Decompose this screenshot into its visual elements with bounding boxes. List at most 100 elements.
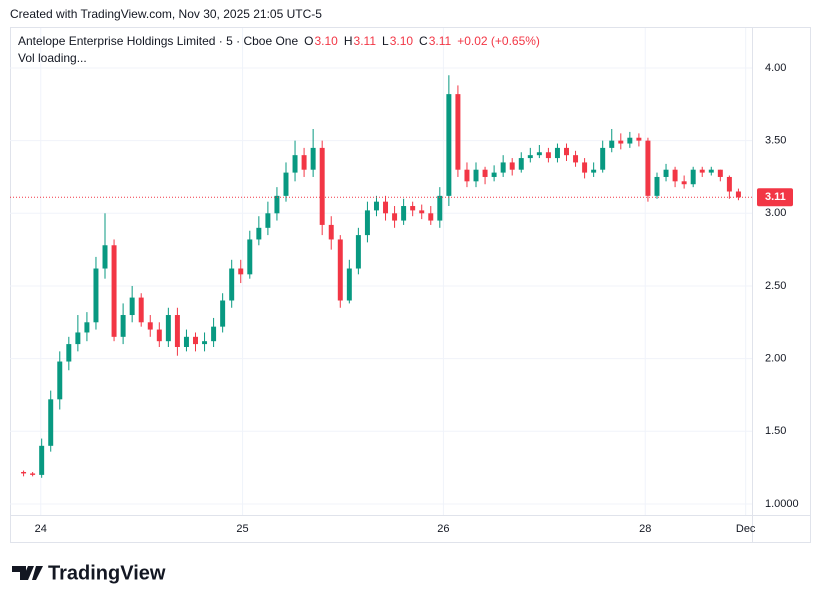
chart-frame — [10, 27, 811, 543]
candle-body — [681, 181, 687, 185]
candle-body — [21, 471, 27, 474]
candle-body — [66, 344, 72, 362]
candle-body — [690, 169, 696, 185]
candle-body — [193, 336, 198, 345]
candle-body — [491, 172, 497, 177]
y-tick-label: 2.00 — [765, 353, 786, 365]
candle-body — [292, 155, 298, 173]
legend: Antelope Enterprise Holdings Limited · 5… — [18, 34, 540, 48]
last-price-box — [757, 188, 793, 207]
ohlc-value: 3.11 — [429, 34, 452, 48]
x-tick-label: 26 — [437, 523, 449, 535]
candle-body — [545, 152, 551, 159]
candle-body — [654, 176, 660, 196]
candle-body — [247, 239, 253, 275]
candle-body — [473, 169, 479, 182]
candle-body — [238, 268, 244, 275]
ohlc-value: 3.11 — [354, 34, 377, 48]
candle-body — [138, 297, 144, 323]
ohlc-label: L — [382, 34, 389, 48]
candle-body — [355, 235, 361, 269]
candle-body — [57, 361, 63, 400]
ohlc-label: C — [419, 34, 428, 48]
candle-body — [410, 206, 416, 211]
y-tick-label: 3.00 — [765, 207, 786, 219]
candle-body — [220, 300, 226, 327]
candle-body — [726, 176, 732, 192]
candle-body — [211, 326, 217, 342]
candle-body — [283, 172, 289, 196]
brand-name: TradingView — [48, 562, 166, 584]
candle-body — [392, 213, 398, 221]
y-tick-label: 4.00 — [765, 62, 786, 74]
candle-body — [111, 245, 117, 337]
y-tick-label: 1.0000 — [765, 498, 799, 510]
candle-body — [591, 169, 597, 173]
candle-body — [627, 137, 633, 144]
last-price-label: 3.11 — [765, 191, 786, 203]
candle-body — [708, 169, 714, 173]
candle-body — [401, 206, 407, 221]
y-tick-label: 3.50 — [765, 135, 786, 147]
y-tick-label: 1.50 — [765, 425, 786, 437]
candle-body — [609, 140, 615, 148]
candle-body — [699, 169, 705, 173]
candle-body — [265, 213, 271, 228]
x-tick-label: 24 — [35, 523, 47, 535]
logo-icon — [12, 566, 43, 580]
candle-body — [509, 162, 515, 170]
candle-body — [129, 297, 135, 316]
x-tick-label: Dec — [736, 523, 756, 535]
candle-body — [573, 155, 579, 163]
candle-body — [464, 169, 470, 182]
grid — [10, 28, 752, 515]
candle-body — [536, 152, 542, 156]
candle-body — [147, 322, 153, 330]
volume-note: Vol loading... — [18, 51, 87, 65]
candle-body — [554, 147, 560, 159]
candle-body — [437, 195, 443, 221]
candle-body — [645, 140, 651, 196]
candle-body — [174, 315, 180, 347]
candles — [21, 75, 741, 478]
candle-body — [274, 195, 280, 214]
candle-body — [373, 201, 379, 211]
ohlc-label: H — [344, 34, 353, 48]
candle-body — [84, 322, 90, 333]
candle-body — [419, 210, 425, 214]
candle-body — [102, 245, 108, 269]
candle-body — [75, 332, 81, 345]
ohlc-value: 3.10 — [315, 34, 339, 48]
candle-body — [310, 147, 316, 170]
candle-body — [256, 227, 262, 240]
candle-body — [636, 137, 642, 141]
candle-body — [582, 162, 588, 173]
candle-body — [39, 445, 45, 475]
candle-body — [93, 268, 99, 323]
ohlc-label: O — [304, 34, 313, 48]
candle-body — [337, 239, 343, 301]
symbol-name: Antelope Enterprise Holdings Limited · 5… — [18, 34, 298, 48]
candle-body — [301, 155, 307, 170]
candle-body — [618, 140, 624, 144]
candle-body — [672, 169, 678, 182]
created-note: Created with TradingView.com, Nov 30, 20… — [10, 7, 322, 21]
candle-body — [48, 399, 54, 446]
candle-body — [328, 224, 334, 240]
candle-body — [30, 473, 36, 475]
candle-body — [183, 336, 189, 347]
candle-body — [500, 162, 506, 173]
candle-body — [455, 94, 461, 170]
candle-body — [428, 213, 434, 221]
y-tick-label: 2.50 — [765, 280, 786, 292]
candle-body — [229, 268, 235, 301]
candle-body — [663, 169, 669, 177]
change-value: +0.02 (+0.65%) — [457, 34, 540, 48]
candle-body — [446, 94, 452, 196]
ohlc-value: 3.10 — [390, 34, 414, 48]
x-tick-label: 28 — [639, 523, 651, 535]
candle-body — [364, 210, 370, 236]
x-tick-label: 25 — [236, 523, 248, 535]
